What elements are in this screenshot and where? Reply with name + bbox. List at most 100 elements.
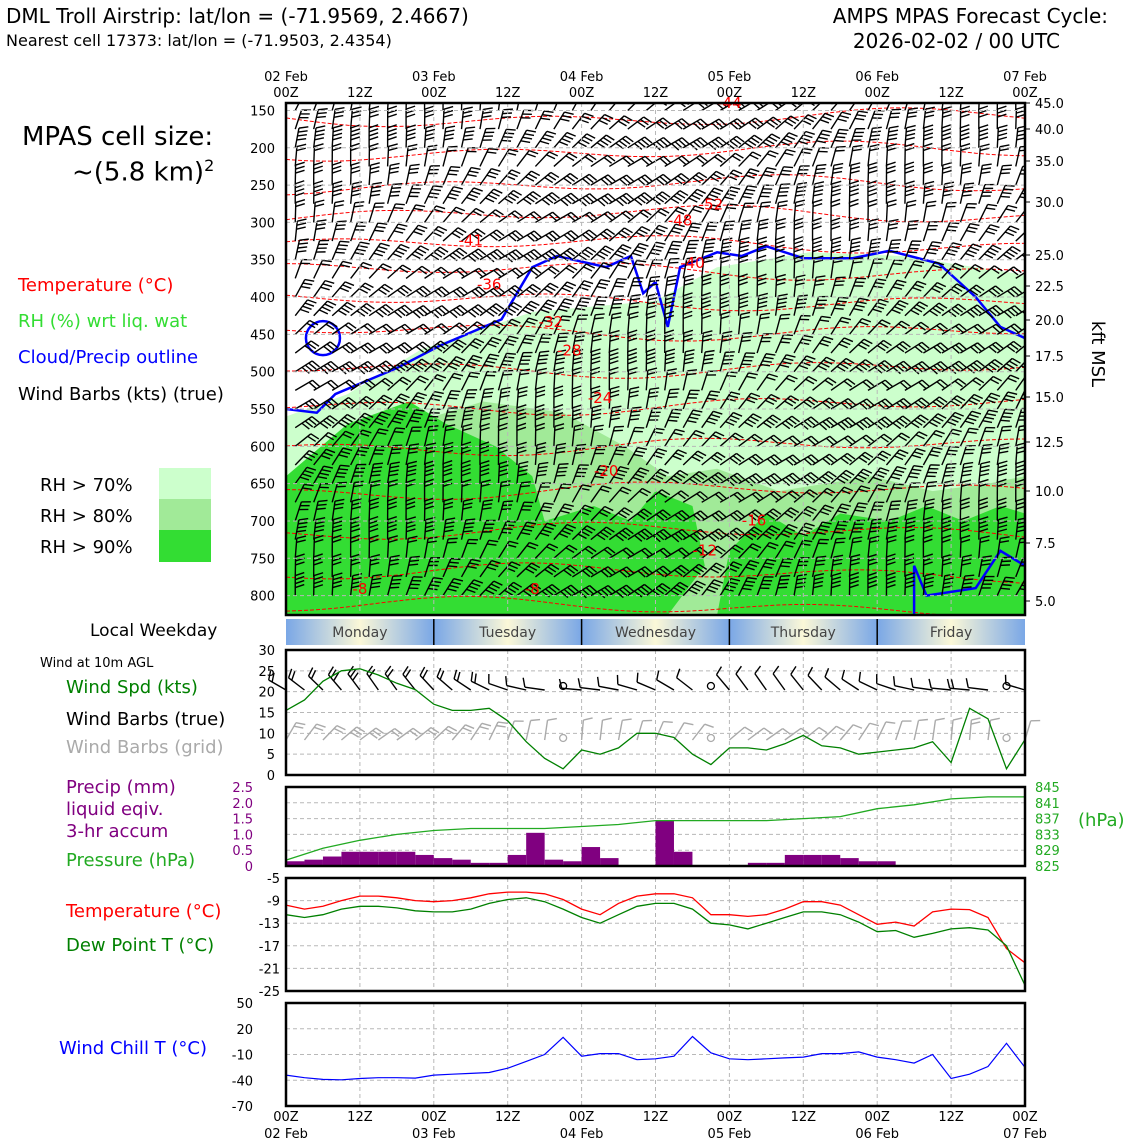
wind-barb-flag bbox=[715, 562, 725, 569]
cloud-outline bbox=[304, 319, 342, 357]
wind-barb-flag bbox=[503, 108, 513, 111]
wind-barb-flag bbox=[780, 141, 790, 147]
wind-barb-flag bbox=[558, 532, 569, 538]
wind-barb-flag bbox=[788, 456, 798, 464]
wind-barb-flag bbox=[425, 132, 435, 137]
wind-barb-flag bbox=[395, 249, 405, 255]
wind-barb-flag bbox=[855, 304, 865, 308]
wind-barb-flag bbox=[786, 540, 796, 545]
wind-barb-flag bbox=[352, 572, 363, 577]
wind-barb-flag bbox=[970, 308, 979, 316]
wind-barb-flag bbox=[689, 143, 698, 151]
wind-barb-flag bbox=[538, 354, 549, 357]
wind-barb bbox=[497, 103, 501, 111]
wind-barb-flag bbox=[546, 546, 556, 552]
wind-barb-flag bbox=[592, 330, 603, 334]
wind-barb-flag bbox=[889, 508, 900, 511]
wind-barb bbox=[1015, 209, 1025, 223]
wind-barb-flag bbox=[712, 173, 722, 180]
wind-barb-flag bbox=[573, 356, 583, 361]
wind-barb-flag bbox=[779, 364, 790, 368]
wind-barb-flag bbox=[653, 431, 663, 434]
wind-barb-flag bbox=[905, 188, 915, 193]
wind-barb-flag bbox=[621, 529, 631, 537]
wind-barb-flag bbox=[425, 524, 435, 529]
wind-barb bbox=[1015, 166, 1024, 186]
kft-tick-label: 20.0 bbox=[1035, 314, 1064, 329]
wind-barb-flag bbox=[468, 375, 479, 379]
wind-barb-flag bbox=[369, 146, 379, 152]
wind-barb-flag bbox=[330, 379, 339, 388]
wind-barb-flag bbox=[807, 418, 816, 426]
wind-barb-flag bbox=[342, 284, 352, 290]
wind-barb-flag bbox=[670, 197, 680, 204]
wind-barb-flag bbox=[351, 584, 361, 589]
wind-barb bbox=[1015, 344, 1025, 354]
wind-barb-flag bbox=[327, 381, 336, 390]
temperature-contour bbox=[286, 595, 1025, 615]
weekday-cell bbox=[433, 619, 582, 645]
wind-barb-flag bbox=[447, 541, 457, 544]
wind-barb-flag bbox=[581, 233, 591, 241]
wind-barb-flag bbox=[1029, 270, 1036, 276]
wind-barb-flag bbox=[345, 344, 354, 352]
wind-barb bbox=[774, 221, 778, 242]
wind-barb-flag bbox=[756, 254, 767, 260]
wind-barb-flag bbox=[579, 300, 589, 304]
wind-barb-flag bbox=[644, 528, 653, 536]
bottom-date-label: 02 Feb bbox=[264, 1127, 308, 1140]
wind-barb-flag bbox=[792, 435, 801, 443]
wind-barb-flag bbox=[636, 259, 647, 263]
wind-barb-flag bbox=[622, 194, 631, 203]
wind-barb-flag bbox=[717, 472, 727, 479]
wind-barb-flag bbox=[892, 486, 903, 490]
wind-barb-flag bbox=[451, 232, 461, 239]
wind-barb-flag bbox=[427, 540, 437, 544]
wind-barb-flag bbox=[406, 478, 416, 483]
wind-barb bbox=[848, 146, 854, 167]
wind-barb-flag bbox=[755, 491, 764, 499]
wind-barb-flag bbox=[610, 329, 620, 334]
wind-barb-flag bbox=[614, 425, 624, 428]
wind-barb-flag bbox=[998, 124, 1008, 129]
wind-barb bbox=[959, 538, 962, 559]
wind-barb-flag bbox=[508, 172, 518, 178]
wind-barb-flag bbox=[831, 240, 842, 245]
wind-barb-flag bbox=[603, 230, 612, 238]
wind-barb-flag bbox=[312, 398, 321, 406]
wind-barb bbox=[368, 500, 371, 521]
wind-barb-flag bbox=[923, 169, 933, 174]
wind-barb-flag bbox=[535, 408, 545, 413]
wind-barb-flag bbox=[465, 518, 476, 521]
wind-barb bbox=[405, 127, 408, 148]
wind-barb-flag bbox=[907, 227, 918, 231]
wind-barb-flag bbox=[405, 497, 416, 502]
wind-barb-flag bbox=[529, 541, 539, 547]
wind-barb-flag bbox=[368, 527, 379, 533]
wind-barb-flag bbox=[1000, 564, 1010, 567]
wind-barb bbox=[349, 183, 354, 204]
wind-barb-flag bbox=[803, 458, 813, 466]
wind-barb-flag bbox=[481, 507, 492, 510]
wind-barb bbox=[811, 147, 821, 167]
wind-barb-flag bbox=[329, 341, 339, 349]
wind-barb bbox=[775, 103, 788, 112]
wind-barb bbox=[830, 111, 843, 130]
wind-barb-flag bbox=[906, 203, 917, 208]
top-date-label: 05 Feb bbox=[708, 70, 752, 85]
wind-barb-flag bbox=[299, 476, 310, 481]
wind-barb-flag bbox=[880, 342, 889, 349]
wind-barb-flag bbox=[646, 356, 656, 361]
wind-barb-flag bbox=[530, 300, 540, 307]
wind-barb-flag bbox=[596, 285, 607, 290]
wind-barb-flag bbox=[506, 544, 517, 548]
wind-barb-flag bbox=[332, 580, 343, 585]
wind-barb bbox=[368, 242, 382, 261]
wind-barb-flag bbox=[669, 415, 679, 419]
wind-barb-flag bbox=[369, 497, 380, 502]
wind-barb-flag bbox=[831, 584, 841, 589]
wind-barb-flag bbox=[634, 534, 643, 542]
wind-barb-flag bbox=[437, 268, 446, 276]
wind-barb-flag bbox=[564, 284, 574, 290]
wind-barb-flag bbox=[815, 559, 826, 562]
